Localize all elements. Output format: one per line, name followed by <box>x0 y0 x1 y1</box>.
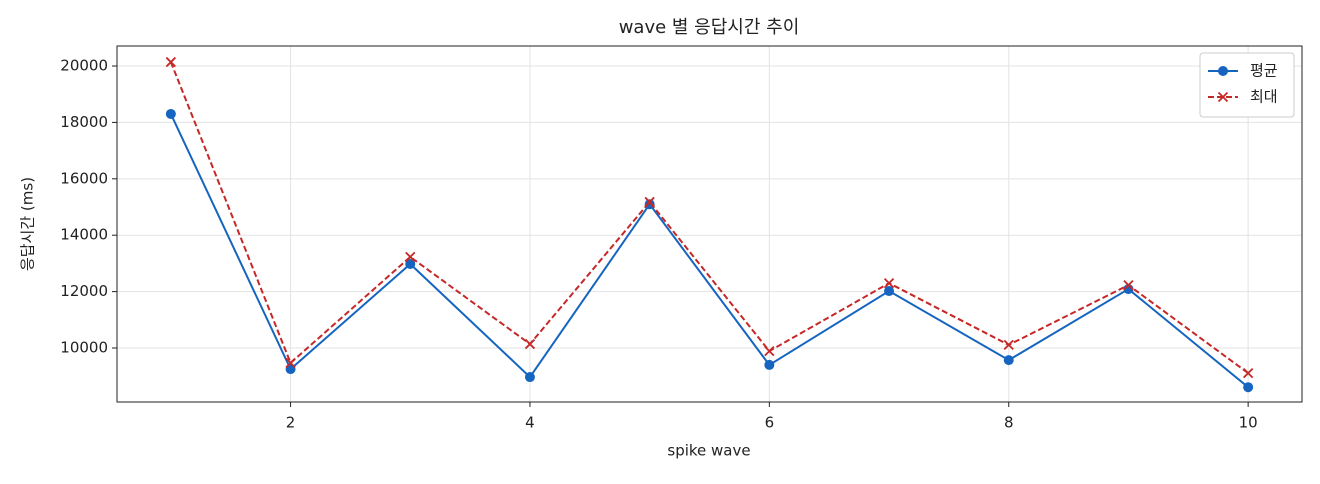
legend-label: 평균 <box>1250 62 1278 80</box>
point <box>764 345 775 357</box>
point <box>644 199 655 210</box>
x-tick-label: 4 <box>525 414 535 432</box>
point <box>165 108 176 119</box>
x-tick-label: 10 <box>1239 414 1258 432</box>
x-axis-label: spike wave <box>667 442 750 460</box>
point <box>405 251 416 263</box>
point <box>884 286 895 297</box>
point <box>1003 339 1014 351</box>
point <box>165 56 177 68</box>
point <box>1003 355 1014 366</box>
legend-box <box>1199 52 1295 118</box>
y-tick-label: 20000 <box>60 57 108 75</box>
point <box>1243 367 1254 379</box>
x-tick-label: 6 <box>765 414 775 432</box>
y-tick-label: 18000 <box>60 113 108 131</box>
plot-frame <box>116 45 1303 403</box>
point <box>524 338 536 350</box>
chart-title: wave 별 응답시간 추이 <box>619 17 800 38</box>
point <box>524 372 535 383</box>
point <box>764 359 775 370</box>
y-axis-label: 응답시간 (ms) <box>19 177 37 271</box>
x-tick-label: 8 <box>1004 414 1014 432</box>
line <box>169 113 1249 388</box>
legend-marker <box>1217 91 1229 103</box>
point <box>883 278 895 289</box>
point <box>1243 382 1254 393</box>
legend-label: 최대 <box>1250 88 1278 106</box>
y-tick-label: 14000 <box>60 226 108 244</box>
y-tick-label: 10000 <box>60 339 108 357</box>
point <box>405 258 416 269</box>
point <box>285 357 296 369</box>
legend-marker <box>1218 66 1228 76</box>
line <box>169 61 1249 374</box>
point <box>1123 279 1134 291</box>
y-tick-label: 12000 <box>60 282 108 300</box>
point <box>644 196 655 208</box>
y-tick-label: 16000 <box>60 169 108 187</box>
x-tick-label: 2 <box>286 414 296 432</box>
